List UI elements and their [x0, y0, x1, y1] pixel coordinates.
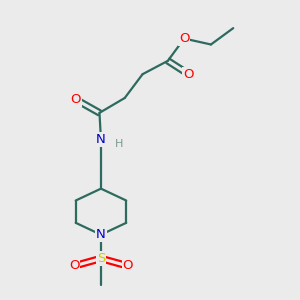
- Text: N: N: [96, 133, 106, 146]
- Text: N: N: [96, 228, 106, 241]
- Text: O: O: [183, 68, 194, 81]
- Text: H: H: [115, 139, 123, 149]
- Text: O: O: [69, 260, 80, 272]
- Text: S: S: [97, 252, 105, 265]
- Text: O: O: [122, 260, 133, 272]
- Text: O: O: [70, 93, 81, 106]
- Text: O: O: [179, 32, 189, 45]
